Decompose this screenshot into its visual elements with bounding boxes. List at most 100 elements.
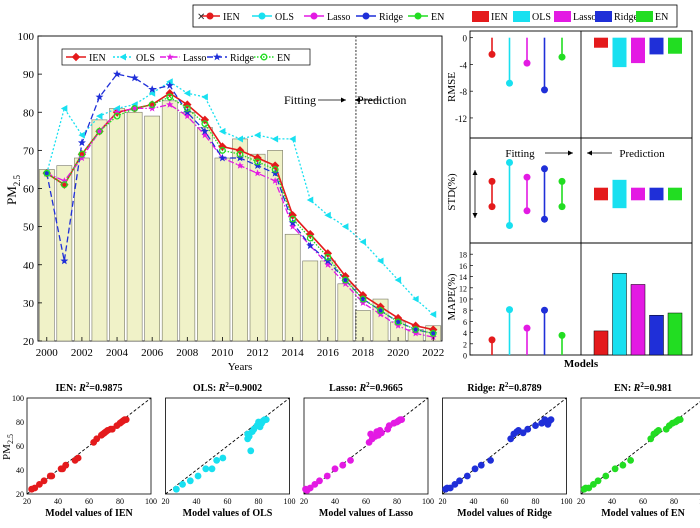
scatter-point-lasso-6 bbox=[331, 465, 339, 473]
pm25-bar-2014 bbox=[284, 233, 301, 342]
main-ytick-label-40: 40 bbox=[23, 260, 35, 272]
scatter-ytick-label-100: 100 bbox=[12, 394, 24, 403]
top-legend-swatch-ridge bbox=[595, 11, 612, 22]
scatter-y-label-sub: 2.5 bbox=[6, 434, 15, 444]
scatter-point-ols-2 bbox=[186, 477, 194, 485]
point-ols-2020 bbox=[394, 276, 402, 284]
point-lasso-2001 bbox=[60, 177, 68, 184]
point-en-2012 bbox=[254, 158, 262, 166]
main-xtick-label-2018: 2018 bbox=[352, 347, 375, 359]
scatter-xtick-label-ien-20: 20 bbox=[23, 497, 31, 506]
std-pred-bar-ols bbox=[612, 179, 627, 209]
scatter-point-ridge-3 bbox=[451, 481, 459, 488]
mape-panel: 0 2 4 6 8 10 12 14 16 18 bbox=[459, 251, 683, 361]
scatter-identity-line-ridge bbox=[442, 397, 567, 495]
scatter-xtick-label-ols-100: 100 bbox=[284, 497, 296, 506]
scatter-xtick-label-en-40: 40 bbox=[608, 497, 616, 506]
main-y-axis-label: PM2.5 bbox=[4, 174, 22, 205]
scatter-point-ien-3 bbox=[40, 477, 48, 485]
mape-fit-dot-lasso bbox=[523, 324, 531, 332]
scatter-title-r-lasso: R bbox=[358, 383, 366, 394]
std-fit-dot-high-en bbox=[558, 177, 566, 185]
point-lasso-2002 bbox=[78, 154, 86, 162]
pm25-bar-2010 bbox=[214, 157, 231, 342]
scatter-xlabel-en: Model values of EN bbox=[601, 508, 685, 519]
rmse-fit-dot-lasso bbox=[523, 59, 531, 67]
main-xtick-label-2020: 2020 bbox=[387, 347, 410, 359]
point-ridge-2002 bbox=[77, 138, 86, 147]
scatter-point-ols-1 bbox=[179, 481, 186, 488]
mape-pred-bar-ien bbox=[593, 330, 609, 356]
scatter-panels: 20 40 60 80 100 20 40 60 80 100 Model values of IE… bbox=[12, 381, 700, 519]
point-lasso-2004 bbox=[113, 108, 121, 116]
scatter-title-prefix-lasso: Lasso: bbox=[329, 383, 359, 394]
point-ridge-2010 bbox=[218, 153, 227, 162]
point-lasso-2003 bbox=[95, 127, 104, 135]
top-legend-bar-label-lasso: Lasso bbox=[573, 12, 596, 23]
mape-ytick-label-16: 16 bbox=[459, 262, 467, 271]
mape-ytick-label-2: 2 bbox=[463, 340, 467, 349]
main-xtick-label-2012: 2012 bbox=[247, 347, 269, 359]
scatter-xtick-label-ien-40: 40 bbox=[54, 497, 62, 506]
mape-ytick-label-18: 18 bbox=[459, 251, 467, 260]
point-en-2017 bbox=[341, 276, 349, 284]
main-xtick-label-2014: 2014 bbox=[282, 347, 305, 359]
std-fit-dot-high-ols bbox=[506, 159, 513, 166]
main-legend-marker-ien bbox=[71, 52, 81, 62]
pm25-bar-2013 bbox=[267, 150, 283, 342]
point-ridge-2017 bbox=[341, 275, 350, 284]
point-en-2003 bbox=[96, 127, 103, 135]
main-y-label-sub: 2.5 bbox=[12, 174, 22, 186]
scatter-point-ien-5 bbox=[48, 472, 56, 480]
scatter-y-label-main: PM bbox=[1, 444, 13, 460]
main-legend-marker-ridge bbox=[213, 52, 221, 61]
point-en-2022 bbox=[429, 329, 437, 337]
scatter-xtick-label-en-20: 20 bbox=[577, 497, 585, 506]
point-ridge-2001 bbox=[60, 256, 69, 265]
main-xtick-label-2000: 2000 bbox=[36, 347, 59, 359]
point-lasso-2014 bbox=[289, 222, 297, 230]
rmse-pred-bar-ridge bbox=[649, 37, 664, 55]
scatter-panel-ols: 20 40 60 80 100 Model values of OLS OLS: R2=0.… bbox=[162, 381, 296, 519]
top-legend-label-ien: IEN bbox=[223, 12, 240, 23]
scatter-point-lasso-4 bbox=[316, 477, 323, 485]
main-chart: 20 30 40 50 60 70 80 90 100 2000 2002 2004 2006 2008 2… bbox=[4, 31, 444, 373]
main-legend-label-lasso: Lasso bbox=[183, 53, 206, 64]
point-ridge-2021 bbox=[411, 325, 420, 333]
top-legend-marker-ien bbox=[206, 12, 214, 20]
point-ols-2017 bbox=[341, 223, 349, 231]
main-prediction-label: Prediction bbox=[357, 93, 406, 107]
point-en-2007 bbox=[166, 93, 174, 101]
scatter-point-lasso-7 bbox=[339, 461, 347, 469]
pm25-bar-2011 bbox=[232, 138, 248, 342]
point-lasso-2008 bbox=[183, 112, 191, 120]
scatter-panel-ien: 20 40 60 80 100 20 40 60 80 100 Model values of IE… bbox=[12, 381, 157, 519]
scatter-title-en: EN: R2=0.981 bbox=[614, 381, 672, 394]
scatter-point-ridge-8 bbox=[487, 457, 494, 464]
point-lasso-2011 bbox=[236, 161, 244, 169]
scatter-xtick-label-ien-80: 80 bbox=[116, 497, 124, 506]
std-fit-dot-low-ridge bbox=[541, 215, 548, 223]
scatter-ytick-label-20: 20 bbox=[16, 490, 24, 499]
point-ols-2003 bbox=[95, 112, 103, 120]
mape-pred-bar-ols bbox=[612, 272, 627, 356]
std-fitting-label: Fitting bbox=[505, 148, 535, 160]
main-legend-label-ols: OLS bbox=[136, 53, 155, 64]
point-ien-2010 bbox=[218, 142, 227, 151]
point-en-2011 bbox=[236, 150, 244, 158]
scatter-panel-lasso: 20 40 60 80 100 Model values of Lasso Lasso: R… bbox=[300, 381, 434, 519]
scatter-point-lasso-2 bbox=[306, 484, 314, 492]
mape-pred-bar-en bbox=[667, 312, 683, 356]
pm25-bar-2006 bbox=[144, 115, 161, 342]
scatter-title-sup-lasso: 2 bbox=[366, 381, 370, 389]
std-scale-bracket bbox=[472, 170, 478, 218]
main-x-axis-label: Years bbox=[228, 361, 253, 373]
scatter-point-ols-11 bbox=[247, 447, 255, 455]
point-lasso-2009 bbox=[201, 131, 209, 139]
scatter-ytick-label-40: 40 bbox=[16, 466, 24, 475]
point-ridge-2018 bbox=[359, 294, 367, 303]
top-legend-bar-label-en: EN bbox=[655, 12, 668, 23]
rmse-fit-dot-ols bbox=[506, 79, 513, 87]
mape-fit-dot-en bbox=[558, 331, 566, 339]
mape-fit-dot-ien bbox=[488, 336, 496, 344]
